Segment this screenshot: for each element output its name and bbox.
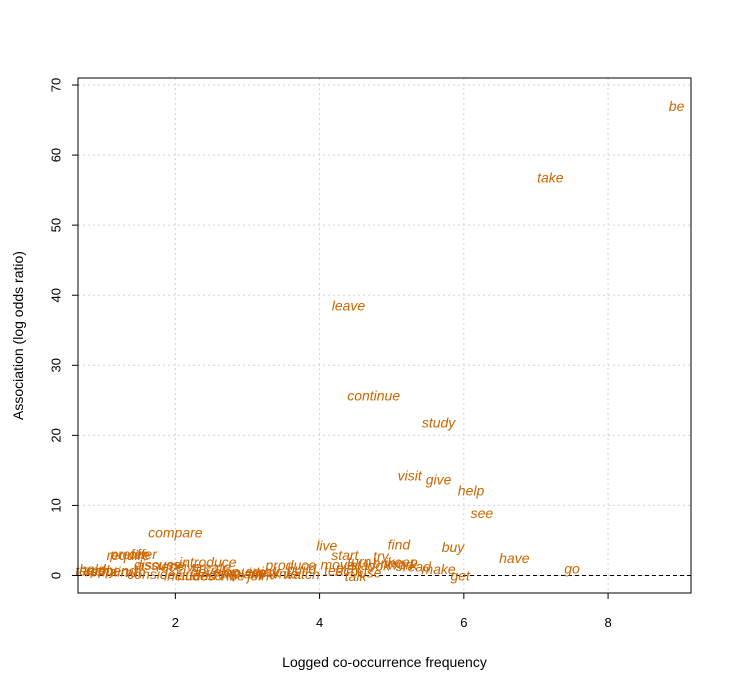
word-label: give (426, 471, 452, 487)
y-tick-label: 70 (49, 78, 64, 92)
word-label: be (669, 98, 685, 114)
x-axis: 2 4 6 8 (172, 593, 612, 630)
word-label: consider (127, 566, 181, 582)
word-label: stay (350, 557, 377, 573)
word-label: get (450, 567, 471, 583)
word-label: watch (283, 566, 320, 582)
word-label: read (403, 558, 432, 574)
y-tick-label: 50 (49, 218, 64, 232)
word-label: help (458, 483, 485, 499)
word-label: continue (347, 387, 400, 403)
word-label: include (164, 567, 209, 583)
word-label: offer (129, 546, 158, 562)
word-label: build (287, 561, 318, 577)
word-label: produce (264, 557, 316, 573)
word-label: play (335, 560, 363, 576)
word-label: describe (192, 567, 245, 583)
word-label: provide (220, 565, 267, 581)
word-label: discuss (134, 556, 181, 572)
word-label: have (499, 550, 530, 566)
word-label: remain (85, 563, 128, 579)
x-tick-label: 2 (172, 615, 179, 630)
word-label: enjoy (245, 563, 279, 579)
y-tick-label: 40 (49, 288, 64, 302)
y-tick-label: 60 (49, 148, 64, 162)
word-label: study (422, 415, 456, 431)
x-tick-label: 4 (316, 615, 323, 630)
word-label: introduce (179, 554, 237, 570)
word-label: hold (79, 561, 107, 577)
word-labels: be take leave continue study visit give help see… (109, 98, 684, 584)
plot-frame (77, 77, 692, 594)
word-label: ask (258, 564, 281, 580)
word-label: live (316, 537, 337, 553)
word-label: receive (156, 558, 201, 574)
word-label: spend (99, 563, 138, 579)
word-label: prefer (109, 546, 148, 562)
word-label: use (359, 565, 382, 581)
word-label: compare (148, 525, 203, 541)
word-label: make (421, 561, 455, 577)
word-label: require (107, 547, 151, 563)
x-tick-label: 8 (604, 615, 611, 630)
y-tick-label: 20 (49, 428, 64, 442)
x-tick-label: 6 (460, 615, 467, 630)
word-label: see (471, 505, 494, 521)
x-axis-title: Logged co-occurrence frequency (282, 654, 487, 670)
word-label: move (321, 556, 355, 572)
word-label: create (192, 559, 231, 575)
y-axis: 0 10 20 30 40 50 60 70 (49, 78, 78, 579)
word-label: find (388, 537, 412, 553)
word-label: visit (398, 467, 423, 483)
grid-lines (78, 78, 691, 593)
word-label: keep (387, 554, 418, 570)
word-label: run (126, 564, 146, 580)
word-label: assume (136, 557, 185, 573)
word-label: teach (75, 563, 109, 579)
word-label: take (537, 169, 564, 185)
word-label: bring (373, 555, 404, 571)
word-label: explain (218, 565, 263, 581)
word-label: work (388, 556, 419, 572)
y-tick-label: 30 (49, 358, 64, 372)
word-label: try (373, 548, 390, 564)
word-label: develop (191, 563, 240, 579)
word-label: talk (345, 568, 368, 584)
word-label: join (245, 567, 269, 583)
word-label: leave (332, 298, 366, 314)
word-label: write (269, 565, 299, 581)
y-tick-label: 0 (49, 572, 64, 579)
y-tick-label: 10 (49, 498, 64, 512)
word-label: start (331, 547, 359, 563)
word-label: teach (324, 563, 358, 579)
word-label: look (364, 558, 391, 574)
y-axis-title: Association (log odds ratio) (10, 251, 26, 420)
word-label: attend (178, 567, 218, 583)
word-label: go (564, 560, 580, 576)
word-label: buy (442, 539, 466, 555)
word-label: apply (83, 562, 117, 578)
word-label: turn (347, 553, 371, 569)
